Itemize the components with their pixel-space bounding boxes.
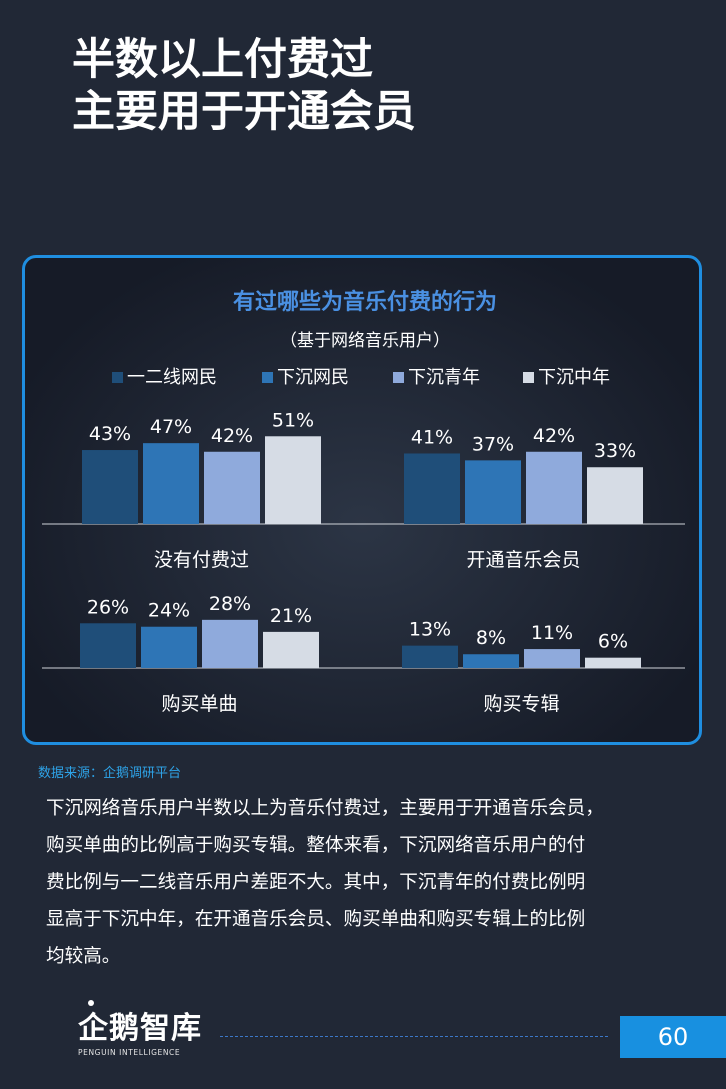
bar-4-1 [402,645,458,668]
bar-1-2 [143,443,199,524]
bar-1-4 [265,436,321,524]
data-label-4-4: 6% [598,631,628,653]
body-line-3: 费比例与一二线音乐用户差距不大。其中，下沉青年的付费比例明 [46,872,586,893]
bar-3-1 [80,623,136,668]
category-label-4: 购买专辑 [483,693,559,715]
legend-label-4: 下沉中年 [538,367,610,388]
page-title-line-1: 半数以上付费过 [72,35,373,85]
bar-2-4 [587,467,643,524]
chart-title: 有过哪些为音乐付费的行为 [233,289,497,315]
bar-1-1 [82,450,138,524]
chart-card: 有过哪些为音乐付费的行为 （基于网络音乐用户） 一二线网民 下沉网民 下沉青年 下沉中年 4… [22,255,702,745]
page-title: 半数以上付费过 主要用于开通会员 [72,34,416,138]
body-line-2: 购买单曲的比例高于购买专辑。整体来看，下沉网络音乐用户的付 [46,835,586,856]
bar-4-2 [463,654,519,668]
legend-swatch-1 [112,372,123,383]
logo-text: 企鹅智库 [78,1011,202,1046]
data-label-1-1: 43% [89,423,131,445]
logo-subtext: PENGUIN INTELLIGENCE [78,1048,181,1057]
data-label-3-3: 28% [209,593,251,615]
data-label-1-3: 42% [211,425,253,447]
data-label-3-4: 21% [270,605,312,627]
data-label-2-1: 41% [411,426,453,448]
data-label-3-1: 26% [87,596,129,618]
data-label-4-1: 13% [409,619,451,641]
legend-swatch-4 [523,372,534,383]
bar-3-2 [141,626,197,668]
bar-2-1 [404,453,460,524]
legend-swatch-2 [262,372,273,383]
bar-2-2 [465,460,521,524]
legend-label-1: 一二线网民 [127,367,217,388]
legend-label-3: 下沉青年 [408,367,480,388]
penguin-intelligence-logo: 企鹅智库 PENGUIN INTELLIGENCE [78,1000,201,1059]
body-text: 下沉网络音乐用户半数以上为音乐付费过，主要用于开通音乐会员， 购买单曲的比例高于… [46,790,676,975]
body-line-1: 下沉网络音乐用户半数以上为音乐付费过，主要用于开通音乐会员， [46,798,604,819]
data-label-4-2: 8% [476,627,506,649]
data-label-2-4: 33% [594,440,636,462]
data-source: 数据来源：企鹅调研平台 [38,766,182,781]
bar-2-3 [526,451,582,524]
bar-4-4 [585,657,641,668]
chart-subtitle: （基于网络音乐用户） [280,331,450,351]
data-label-1-2: 47% [150,416,192,438]
bar-3-3 [202,619,258,668]
data-label-2-2: 37% [472,433,514,455]
footer-divider [220,1036,608,1037]
bar-3-4 [263,631,319,668]
page-number: 60 [620,1016,726,1058]
page-title-line-2: 主要用于开通会员 [72,87,416,137]
data-label-4-3: 11% [531,622,573,644]
legend-label-2: 下沉网民 [277,367,349,388]
data-label-3-2: 24% [148,600,190,622]
logo-dot-icon [88,1000,94,1006]
data-label-2-3: 42% [533,425,575,447]
legend-swatch-3 [393,372,404,383]
data-label-1-4: 51% [272,409,314,431]
bar-4-3 [524,649,580,668]
bar-chart: 有过哪些为音乐付费的行为 （基于网络音乐用户） 一二线网民 下沉网民 下沉青年 下沉中年 4… [42,289,685,715]
body-line-5: 均较高。 [46,946,121,967]
body-line-4: 显高于下沉中年，在开通音乐会员、购买单曲和购买专辑上的比例 [46,909,586,930]
bar-1-3 [204,451,260,524]
category-label-1: 没有付费过 [154,549,249,571]
category-label-3: 购买单曲 [161,693,237,715]
category-label-2: 开通音乐会员 [466,549,580,571]
